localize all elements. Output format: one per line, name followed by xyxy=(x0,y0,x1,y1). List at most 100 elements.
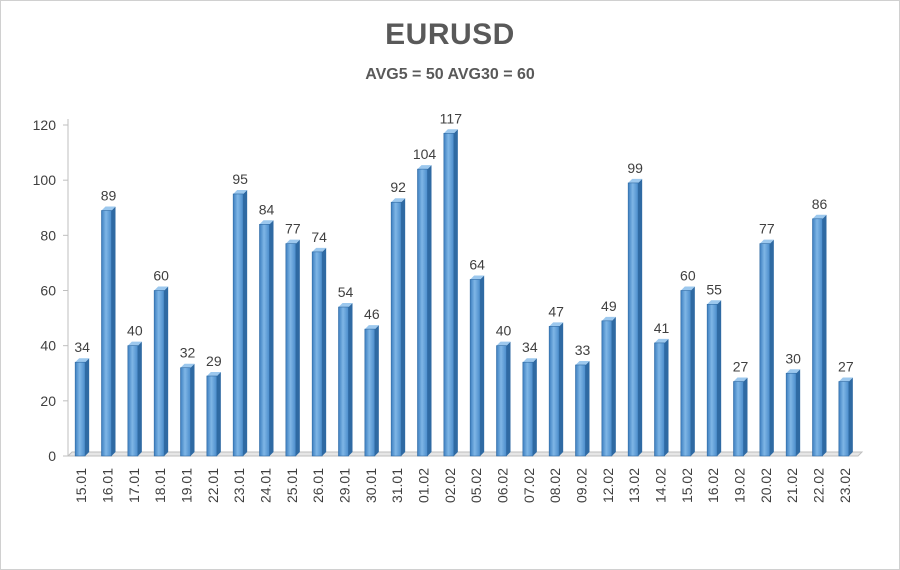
data-label: 95 xyxy=(232,171,248,187)
bar-side xyxy=(401,198,406,456)
data-label: 77 xyxy=(759,221,775,237)
bar-side xyxy=(322,247,327,456)
bar xyxy=(232,189,248,457)
data-label: 27 xyxy=(838,359,854,375)
data-label: 60 xyxy=(153,268,169,284)
data-label: 32 xyxy=(180,345,196,361)
bar-top xyxy=(443,129,458,134)
data-label: 117 xyxy=(440,110,463,126)
data-label: 34 xyxy=(522,339,538,355)
x-tick-label: 19.02 xyxy=(732,468,748,503)
bar-side xyxy=(506,341,511,456)
bar-front xyxy=(469,279,481,457)
bar-front xyxy=(259,224,270,457)
bar-top xyxy=(470,275,485,280)
data-label: 74 xyxy=(311,229,327,245)
x-tick-label: 18.01 xyxy=(152,468,168,503)
bar-top xyxy=(259,220,274,225)
data-label: 86 xyxy=(812,196,828,212)
bar-side xyxy=(85,358,90,456)
data-label: 40 xyxy=(496,323,512,339)
bar-side xyxy=(216,372,221,456)
x-tick-label: 13.02 xyxy=(626,468,642,503)
bar xyxy=(627,178,643,457)
bar-side xyxy=(137,341,142,456)
x-tick-label: 15.02 xyxy=(679,468,695,503)
bar-front xyxy=(153,290,165,457)
bar-side xyxy=(664,338,669,456)
y-tick-label: 120 xyxy=(33,117,57,133)
bar-top xyxy=(575,360,590,365)
y-tick-label: 40 xyxy=(40,338,56,354)
bar-top xyxy=(838,377,853,382)
bar-side xyxy=(848,377,853,456)
bar xyxy=(364,325,379,457)
data-label: 33 xyxy=(575,342,591,358)
bar-side xyxy=(453,129,458,456)
bar-side xyxy=(638,178,643,457)
bar-top xyxy=(654,338,669,343)
bar xyxy=(575,360,590,457)
x-tick-label: 23.02 xyxy=(837,468,853,503)
bar-side xyxy=(243,189,248,457)
x-tick-label: 22.02 xyxy=(811,468,827,503)
bar-top xyxy=(75,358,90,363)
bar-front xyxy=(101,210,112,457)
data-label: 40 xyxy=(127,323,143,339)
bar-front xyxy=(733,381,744,457)
bar-front xyxy=(74,361,86,457)
bar-front xyxy=(496,345,507,457)
data-label: 89 xyxy=(101,188,117,204)
bar-front xyxy=(812,218,823,457)
bar-side xyxy=(717,300,722,456)
bar-front xyxy=(232,193,244,457)
bar xyxy=(785,369,801,457)
data-label: 104 xyxy=(413,146,437,162)
x-tick-label: 22.01 xyxy=(205,468,221,503)
chart-subtitle: AVG5 = 50 AVG30 = 60 xyxy=(365,66,535,83)
bar xyxy=(759,239,774,457)
bar xyxy=(259,220,274,457)
bar-side xyxy=(190,363,195,456)
data-label: 30 xyxy=(785,350,801,366)
bar-front xyxy=(180,367,191,457)
bar-top xyxy=(285,239,300,244)
y-tick-label: 0 xyxy=(48,448,56,464)
bar-top xyxy=(312,247,327,252)
x-tick-label: 06.02 xyxy=(495,468,511,503)
bar-top xyxy=(628,178,643,183)
bar-top xyxy=(733,377,748,382)
data-label: 99 xyxy=(627,160,643,176)
data-label: 49 xyxy=(601,298,617,314)
bar xyxy=(654,338,669,457)
bar xyxy=(390,198,406,457)
x-tick-label: 20.02 xyxy=(758,468,774,503)
label-layer: 34 15.01 89 16.01 40 17.01 60 18.01 32 19.01 29 22.… xyxy=(73,110,854,503)
x-tick-label: 14.02 xyxy=(653,468,669,503)
data-label: 64 xyxy=(469,256,485,272)
bar-top xyxy=(101,206,116,211)
x-tick-label: 16.01 xyxy=(100,468,116,503)
bar-side xyxy=(769,239,774,456)
x-tick-label: 31.01 xyxy=(389,468,405,503)
bar-front xyxy=(311,251,323,457)
bar-front xyxy=(206,375,218,457)
x-tick-label: 01.02 xyxy=(416,468,432,503)
bar xyxy=(548,322,564,457)
bar xyxy=(680,286,695,457)
data-label: 92 xyxy=(390,179,406,195)
chart-title: EURUSD xyxy=(385,18,515,51)
bar-top xyxy=(233,189,248,194)
bar-front xyxy=(601,320,613,457)
bar-front xyxy=(680,290,692,457)
bar xyxy=(469,275,485,457)
bar-top xyxy=(338,303,353,308)
bar xyxy=(153,286,169,457)
data-label: 60 xyxy=(680,268,696,284)
bar xyxy=(206,372,221,457)
bar-front xyxy=(443,132,455,457)
bar-top xyxy=(680,286,695,291)
bar xyxy=(180,363,195,457)
bar-side xyxy=(611,316,616,456)
